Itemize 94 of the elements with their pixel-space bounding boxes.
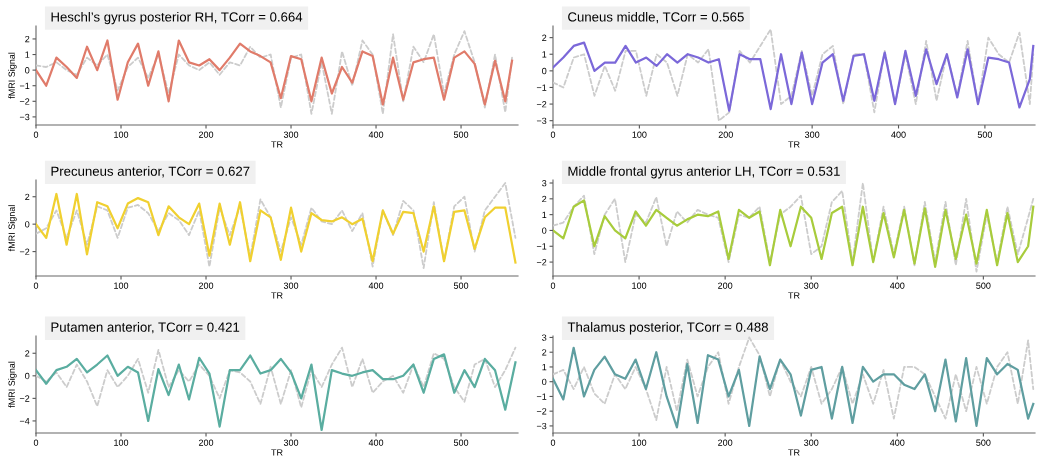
line-series <box>553 28 1035 122</box>
x-tick-label: 0 <box>550 439 556 446</box>
x-tick-label: 100 <box>114 131 129 138</box>
y-tick-label: 0 <box>25 221 30 228</box>
x-axis-title: TR <box>271 141 283 148</box>
chart-title: Cuneus middle, TCorr = 0.565 <box>568 11 744 24</box>
x-tick-label: 100 <box>632 131 647 138</box>
x-tick-label: 500 <box>453 439 469 446</box>
y-tick-label: −1 <box>536 393 547 400</box>
y-tick-label: 2 <box>25 35 30 43</box>
x-tick-label: 0 <box>550 282 556 289</box>
x-tick-label: 0 <box>33 282 39 289</box>
x-axis-title: TR <box>271 449 283 456</box>
x-axis-title: TR <box>788 292 800 299</box>
line-series <box>553 336 1035 421</box>
x-tick-label: 0 <box>550 131 556 138</box>
line-series <box>36 192 517 264</box>
x-axis-title: TR <box>788 449 800 456</box>
x-tick-label: 200 <box>718 282 733 289</box>
y-tick-label: −1 <box>536 243 547 250</box>
chart-title: Putamen anterior, TCorr = 0.421 <box>51 322 240 334</box>
y-tick-label: 2 <box>542 195 547 203</box>
chart-title: Thalamus posterior, TCorr = 0.488 <box>567 322 768 335</box>
x-tick-label: 500 <box>453 131 469 138</box>
x-tick-label: 500 <box>976 282 991 289</box>
y-axis-title: fMRI Signal <box>8 52 17 99</box>
x-tick-label: 100 <box>632 282 647 289</box>
x-tick-label: 200 <box>198 439 214 446</box>
x-tick-label: 500 <box>977 131 993 138</box>
x-tick-label: 300 <box>283 439 299 446</box>
x-tick-label: 400 <box>368 282 384 289</box>
line-series <box>553 199 1035 268</box>
chart-title: Heschl’s gyrus posterior RH, TCorr = 0.664 <box>51 11 303 25</box>
line-series <box>553 41 1035 112</box>
y-tick-label: −2 <box>536 408 547 415</box>
y-tick-label: −3 <box>19 113 30 121</box>
x-tick-label: 300 <box>283 131 299 138</box>
y-tick-label: 0 <box>25 372 30 380</box>
x-axis-title: TR <box>788 141 800 148</box>
y-tick-label: 2 <box>25 350 30 357</box>
x-tick-label: 100 <box>632 439 647 446</box>
x-tick-label: 300 <box>804 439 819 446</box>
x-tick-label: 0 <box>33 131 39 138</box>
x-tick-label: 0 <box>33 439 39 446</box>
y-tick-label: 3 <box>542 334 547 341</box>
y-tick-label: −2 <box>536 259 547 266</box>
y-tick-label: 3 <box>542 179 547 187</box>
x-axis-title: TR <box>271 292 283 299</box>
y-tick-label: −4 <box>19 417 30 425</box>
y-tick-label: −2 <box>19 395 30 402</box>
y-tick-label: 0 <box>542 378 547 386</box>
x-tick-label: 200 <box>198 282 214 289</box>
x-tick-label: 400 <box>891 131 906 138</box>
y-tick-label: −3 <box>536 117 547 125</box>
line-series <box>36 346 517 409</box>
x-tick-label: 100 <box>114 282 129 289</box>
x-tick-label: 300 <box>804 131 820 138</box>
y-tick-label: −1 <box>19 82 30 89</box>
x-tick-label: 500 <box>976 439 991 446</box>
x-tick-label: 200 <box>718 131 733 138</box>
line-series <box>36 182 517 269</box>
y-tick-label: 2 <box>25 193 30 200</box>
chart-title: Precuneus anterior, TCorr = 0.627 <box>51 166 250 178</box>
x-tick-label: 200 <box>198 131 214 138</box>
line-series <box>553 346 1035 429</box>
y-tick-label: −2 <box>19 248 30 255</box>
x-tick-label: 400 <box>889 439 905 446</box>
y-axis-title: fMRI Signal <box>8 205 17 252</box>
y-tick-label: 2 <box>542 349 547 356</box>
line-series <box>553 182 1035 273</box>
y-tick-label: −2 <box>536 101 547 108</box>
x-tick-label: 100 <box>114 439 129 446</box>
y-tick-label: 0 <box>542 67 547 75</box>
y-tick-label: −3 <box>536 422 547 430</box>
y-tick-label: 1 <box>25 51 30 58</box>
y-tick-label: 1 <box>542 364 547 371</box>
y-tick-label: −2 <box>19 98 30 105</box>
line-series <box>36 39 514 106</box>
line-series <box>36 30 513 115</box>
x-tick-label: 200 <box>718 439 733 446</box>
x-tick-label: 400 <box>368 439 384 446</box>
y-axis-title: fMRI Signal <box>8 361 17 408</box>
x-tick-label: 300 <box>283 282 299 289</box>
x-tick-label: 400 <box>368 131 384 138</box>
chart-title: Middle frontal gyrus anterior LH, TCorr = 0.531 <box>568 166 840 179</box>
y-tick-label: 0 <box>25 67 30 74</box>
y-tick-label: 1 <box>542 211 547 218</box>
y-tick-label: 2 <box>542 34 547 41</box>
y-tick-label: 1 <box>542 51 547 58</box>
x-tick-label: 300 <box>804 282 819 289</box>
x-tick-label: 500 <box>453 282 469 289</box>
x-tick-label: 400 <box>889 282 905 289</box>
y-tick-label: −1 <box>536 84 547 91</box>
y-tick-label: 0 <box>542 227 547 234</box>
